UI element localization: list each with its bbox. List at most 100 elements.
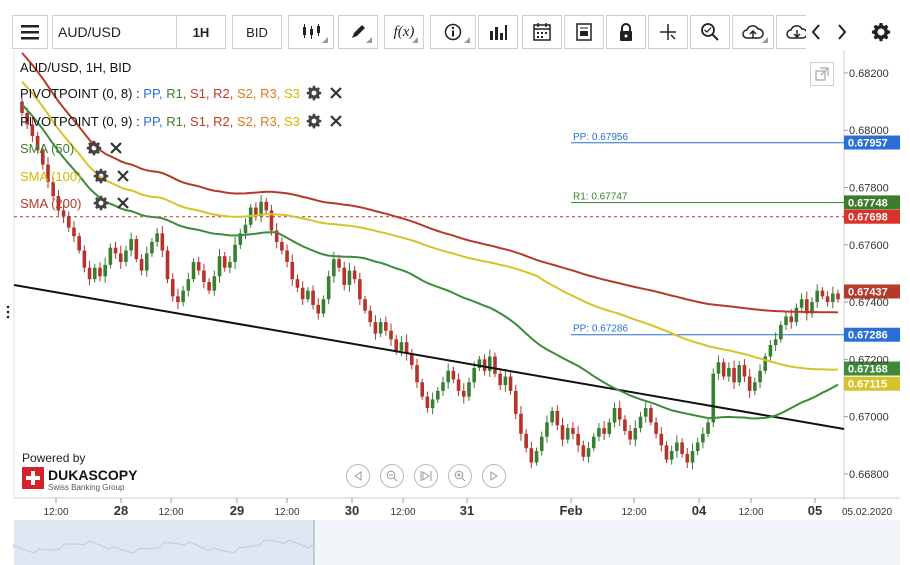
gear-icon[interactable] <box>306 113 322 129</box>
candle-body <box>742 365 747 377</box>
nav-forward-button[interactable] <box>482 464 506 488</box>
indicators-button[interactable]: f(x) <box>384 15 424 49</box>
zoom-out-button[interactable] <box>380 464 404 488</box>
zoom-button[interactable] <box>690 15 730 49</box>
close-icon[interactable] <box>115 168 131 184</box>
gear-icon[interactable] <box>86 140 102 156</box>
reset-button[interactable] <box>414 464 438 488</box>
candle-body <box>659 433 664 446</box>
draw-tool-button[interactable] <box>338 15 378 49</box>
pivot-item-r2: R2, <box>213 85 237 101</box>
side-select[interactable]: BID <box>232 15 282 49</box>
candle <box>467 377 471 401</box>
candle <box>503 369 508 392</box>
candle <box>430 392 435 415</box>
candle <box>295 274 300 293</box>
candle-body <box>680 442 684 454</box>
info-button[interactable] <box>430 15 476 49</box>
candle <box>659 426 664 452</box>
candle-body <box>129 239 133 251</box>
candle-body <box>664 445 669 460</box>
candle-body <box>306 290 310 300</box>
x-tick-label: 05.02.2020 <box>842 507 892 518</box>
crosshair-icon <box>660 24 676 40</box>
candle <box>451 366 456 384</box>
upload-button[interactable] <box>732 15 774 49</box>
expand-button[interactable] <box>810 62 834 86</box>
candle-body <box>602 428 606 434</box>
close-icon[interactable] <box>108 140 124 156</box>
candle-body <box>758 370 762 383</box>
gear-icon <box>871 23 891 42</box>
settings-button[interactable] <box>866 15 896 49</box>
candle <box>326 270 331 305</box>
gear-icon[interactable] <box>93 168 109 184</box>
candle <box>446 363 450 389</box>
nav-back-button[interactable] <box>346 464 370 488</box>
candle-body <box>207 282 211 291</box>
candle <box>134 235 139 263</box>
candle <box>737 360 742 387</box>
candle-body <box>368 310 373 323</box>
chart-type-button[interactable] <box>288 15 334 49</box>
gear-icon[interactable] <box>306 85 322 101</box>
calendar-button[interactable] <box>522 15 562 49</box>
candle-body <box>311 290 315 305</box>
candle-body <box>77 236 81 251</box>
candle <box>794 303 799 326</box>
info-icon <box>444 23 462 41</box>
close-icon[interactable] <box>328 85 344 101</box>
close-icon[interactable] <box>328 113 344 129</box>
price-badge-label: 0.67698 <box>848 212 888 224</box>
bar-chart-button[interactable] <box>478 15 518 49</box>
candle-body <box>212 276 217 291</box>
candle-body <box>607 422 612 434</box>
zoom-in-button[interactable] <box>448 464 472 488</box>
candle <box>337 254 341 272</box>
price-badge-sma50: 0.67168 <box>844 361 900 376</box>
timeframe-select[interactable]: 1H <box>176 15 226 49</box>
pivot-level-label: PP: 0.67286 <box>573 324 628 335</box>
scroll-right-button[interactable] <box>832 15 852 49</box>
candle <box>254 202 258 221</box>
candle <box>586 441 591 463</box>
drag-handle-icon[interactable] <box>6 305 10 319</box>
candle <box>779 321 783 343</box>
candle <box>799 293 804 314</box>
pivot2-name: PIVOTPOINT (0, 9) <box>20 113 133 129</box>
candle <box>352 265 357 284</box>
hamburger-icon <box>21 25 39 40</box>
sma-100-line <box>21 80 838 371</box>
menu-button[interactable] <box>12 15 48 49</box>
y-tick-label: 0.67400 <box>849 297 889 309</box>
candle-body <box>196 261 201 271</box>
candle-body <box>186 279 191 291</box>
candle <box>118 245 123 269</box>
candle-body <box>259 201 263 217</box>
candle-body <box>228 261 232 268</box>
candle-body <box>295 279 300 288</box>
candle <box>404 334 409 361</box>
candle <box>40 144 45 170</box>
candle <box>571 422 575 440</box>
symbol-input[interactable]: AUD/USD <box>52 15 182 49</box>
candle <box>87 260 92 286</box>
sma200-label: SMA (200) <box>20 195 82 211</box>
candle <box>46 157 50 189</box>
candle <box>321 295 326 318</box>
candle <box>825 291 830 307</box>
candle <box>160 226 165 258</box>
trendline <box>13 284 845 430</box>
close-icon[interactable] <box>115 195 131 211</box>
candle <box>810 297 814 318</box>
gear-icon[interactable] <box>93 195 109 211</box>
candle <box>508 372 513 395</box>
news-button[interactable] <box>564 15 604 49</box>
scroll-left-button[interactable] <box>806 15 826 49</box>
crosshair-button[interactable] <box>648 15 688 49</box>
candle <box>150 238 154 257</box>
candle-body <box>737 365 742 383</box>
candle <box>565 423 570 444</box>
lock-button[interactable] <box>606 15 646 49</box>
